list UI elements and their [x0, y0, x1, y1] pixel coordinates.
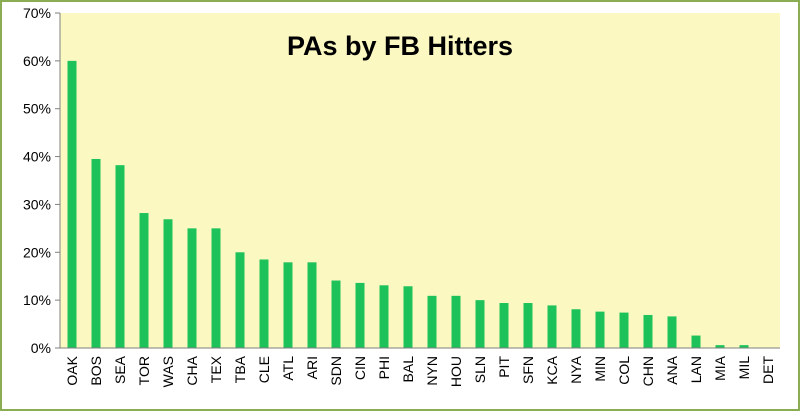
x-tick-label: SDN	[328, 356, 344, 386]
x-tick-label: PIT	[496, 356, 512, 378]
x-tick-label: MIA	[712, 355, 728, 381]
bar-sdn	[331, 280, 341, 348]
x-tick-label: OAK	[64, 355, 80, 385]
bar-bos	[91, 158, 101, 348]
bar-mil	[739, 345, 749, 348]
bar-cin	[355, 282, 365, 348]
bar-chn	[643, 314, 653, 348]
x-axis-labels: OAK BOS SEA TOR WAS CHA TEX TBA CLE ATL ARI SDN CIN P…	[64, 355, 776, 387]
chart-title: PAs by FB Hitters	[287, 31, 513, 61]
bar-cle	[259, 259, 269, 348]
bar-tor	[139, 213, 149, 348]
bar-ari	[307, 262, 317, 348]
bar-nyn	[427, 295, 437, 348]
bar-cha	[187, 228, 197, 348]
bar-tba	[235, 252, 245, 348]
x-tick-label: CHA	[184, 355, 200, 385]
x-tick-label: KCA	[544, 355, 560, 384]
bar-oak	[67, 60, 77, 348]
bar-tex	[211, 228, 221, 348]
x-tick-label: NYA	[568, 355, 584, 383]
x-tick-label: SFN	[520, 356, 536, 384]
bar-series	[67, 60, 749, 348]
x-tick-label: TOR	[136, 356, 152, 385]
bar-phi	[379, 285, 389, 348]
y-tick-label: 10%	[23, 292, 51, 308]
y-tick-label: 0%	[31, 340, 51, 356]
y-tick-label: 40%	[23, 149, 51, 165]
y-tick-label: 50%	[23, 101, 51, 117]
y-tick-label: 20%	[23, 244, 51, 260]
x-tick-label: ATL	[280, 356, 296, 381]
bar-was	[163, 219, 173, 348]
bar-mia	[715, 345, 725, 348]
x-tick-label: DET	[760, 356, 776, 384]
x-tick-label: CLE	[256, 356, 272, 383]
y-tick-label: 30%	[23, 196, 51, 212]
plot-area	[60, 13, 780, 348]
x-tick-label: WAS	[160, 356, 176, 387]
bar-hou	[451, 295, 461, 348]
bar-kca	[547, 305, 557, 348]
bar-sln	[475, 300, 485, 348]
y-axis-ticks: 0% 10% 20% 30% 40% 50% 60% 70%	[23, 5, 60, 356]
bar-min	[595, 311, 605, 348]
x-tick-label: HOU	[448, 356, 464, 387]
x-tick-label: BAL	[400, 356, 416, 383]
x-tick-label: CIN	[352, 356, 368, 380]
x-tick-label: LAN	[688, 356, 704, 383]
bar-ana	[667, 316, 677, 348]
x-tick-label: TBA	[232, 355, 248, 383]
x-tick-label: NYN	[424, 356, 440, 386]
bar-sfn	[523, 303, 533, 348]
x-tick-label: MIN	[592, 356, 608, 382]
bar-nya	[571, 309, 581, 348]
bar-sea	[115, 165, 125, 348]
x-tick-label: SLN	[472, 356, 488, 383]
x-tick-label: SEA	[112, 355, 128, 384]
y-tick-label: 60%	[23, 53, 51, 69]
x-tick-label: ANA	[664, 355, 680, 384]
y-tick-label: 70%	[23, 5, 51, 21]
bar-pit	[499, 303, 509, 348]
x-tick-label: COL	[616, 356, 632, 385]
x-tick-label: BOS	[88, 356, 104, 386]
x-tick-label: CHN	[640, 356, 656, 386]
x-tick-label: ARI	[304, 356, 320, 379]
x-tick-label: TEX	[208, 355, 224, 383]
bar-lan	[691, 335, 701, 348]
x-tick-label: PHI	[376, 356, 392, 379]
bar-atl	[283, 262, 293, 348]
bar-bal	[403, 286, 413, 348]
x-tick-label: MIL	[736, 356, 752, 380]
bar-col	[619, 312, 629, 348]
